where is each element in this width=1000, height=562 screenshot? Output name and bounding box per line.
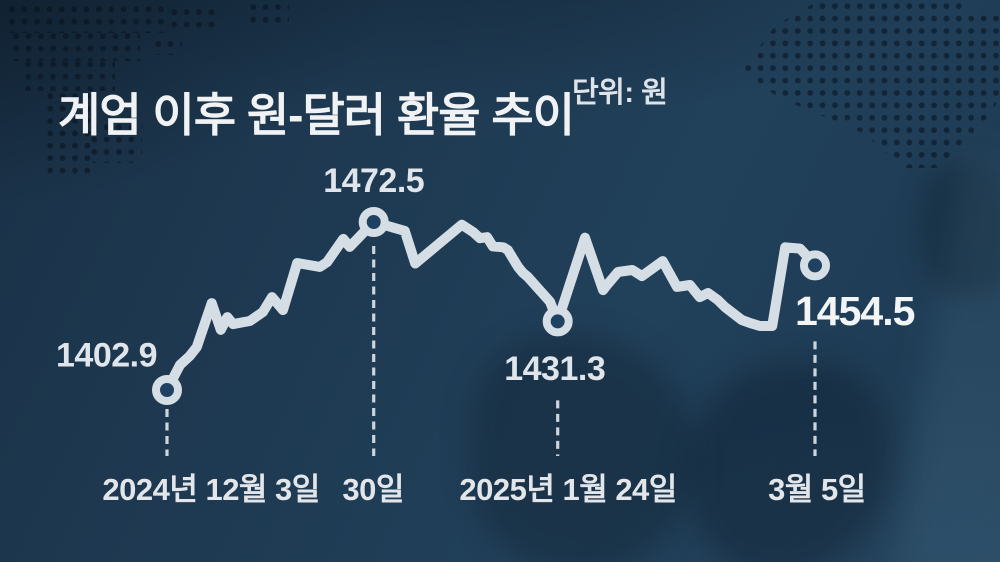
axis-date-label-dip: 2025년 1월 24일 <box>459 472 677 507</box>
dot-map-cluster-left <box>22 58 115 91</box>
dot-map-cluster-left <box>152 38 182 55</box>
dot-map-cluster-left <box>247 1 289 27</box>
data-point-marker <box>800 250 830 281</box>
axis-date-label-start: 2024년 12월 3일 <box>102 472 320 507</box>
unit-label: 단위: 원 <box>572 77 668 109</box>
data-point-marker <box>358 207 389 237</box>
exchange-rate-line <box>162 217 820 395</box>
value-label-latest: 1454.5 <box>795 288 915 335</box>
page-title: 계엄 이후 원-달러 환율 추이 <box>58 88 575 141</box>
axis-date-label-peak: 30일 <box>342 472 404 507</box>
dot-map-cluster-left <box>10 30 140 61</box>
data-point-marker <box>152 375 182 405</box>
axis-date-label-latest: 3월 5일 <box>768 472 866 507</box>
dot-map-cluster-left <box>168 6 216 31</box>
value-label-dip: 1431.3 <box>504 350 606 389</box>
value-label-peak: 1472.5 <box>323 161 425 200</box>
dot-map-cluster-left <box>44 90 92 176</box>
dot-map-cluster-left <box>6 3 164 33</box>
data-point-marker <box>542 306 573 337</box>
dot-map-cluster-left <box>88 121 142 163</box>
value-label-start: 1402.9 <box>56 336 158 375</box>
